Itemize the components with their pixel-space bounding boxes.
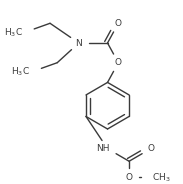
Text: O: O: [115, 58, 122, 67]
Text: CH$_3$: CH$_3$: [152, 171, 171, 184]
Text: H$_3$C: H$_3$C: [11, 66, 30, 78]
Text: O: O: [115, 19, 122, 28]
Text: O: O: [147, 144, 154, 153]
Text: N: N: [75, 38, 82, 47]
Text: NH: NH: [96, 144, 109, 153]
Text: H$_3$C: H$_3$C: [4, 26, 23, 38]
Text: O: O: [126, 173, 133, 182]
